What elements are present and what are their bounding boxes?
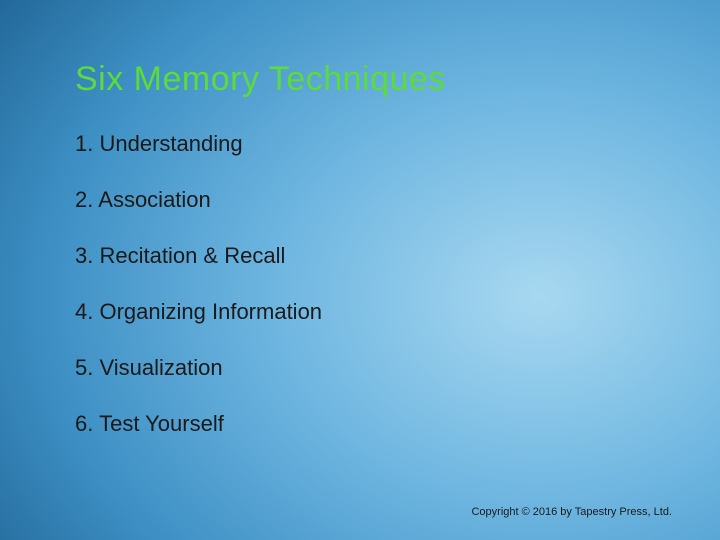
item-number: 3. <box>75 243 93 268</box>
item-text: Understanding <box>99 131 242 156</box>
item-number: 2. <box>75 187 93 212</box>
item-text: Association <box>98 187 211 212</box>
item-number: 4. <box>75 299 93 324</box>
item-text: Visualization <box>99 355 222 380</box>
item-number: 6. <box>75 411 93 436</box>
item-text: Recitation & Recall <box>99 243 285 268</box>
slide-container: Six Memory Techniques 1. Understanding 2… <box>0 0 720 540</box>
list-item: 4. Organizing Information <box>75 299 645 325</box>
slide-title: Six Memory Techniques <box>75 60 645 99</box>
item-text: Test Yourself <box>99 411 224 436</box>
item-text: Organizing Information <box>99 299 322 324</box>
memory-techniques-list: 1. Understanding 2. Association 3. Recit… <box>75 131 645 437</box>
copyright-text: Copyright © 2016 by Tapestry Press, Ltd. <box>471 506 672 518</box>
list-item: 3. Recitation & Recall <box>75 243 645 269</box>
item-number: 1. <box>75 131 93 156</box>
list-item: 6. Test Yourself <box>75 411 645 437</box>
list-item: 2. Association <box>75 187 645 213</box>
list-item: 5. Visualization <box>75 355 645 381</box>
item-number: 5. <box>75 355 93 380</box>
list-item: 1. Understanding <box>75 131 645 157</box>
